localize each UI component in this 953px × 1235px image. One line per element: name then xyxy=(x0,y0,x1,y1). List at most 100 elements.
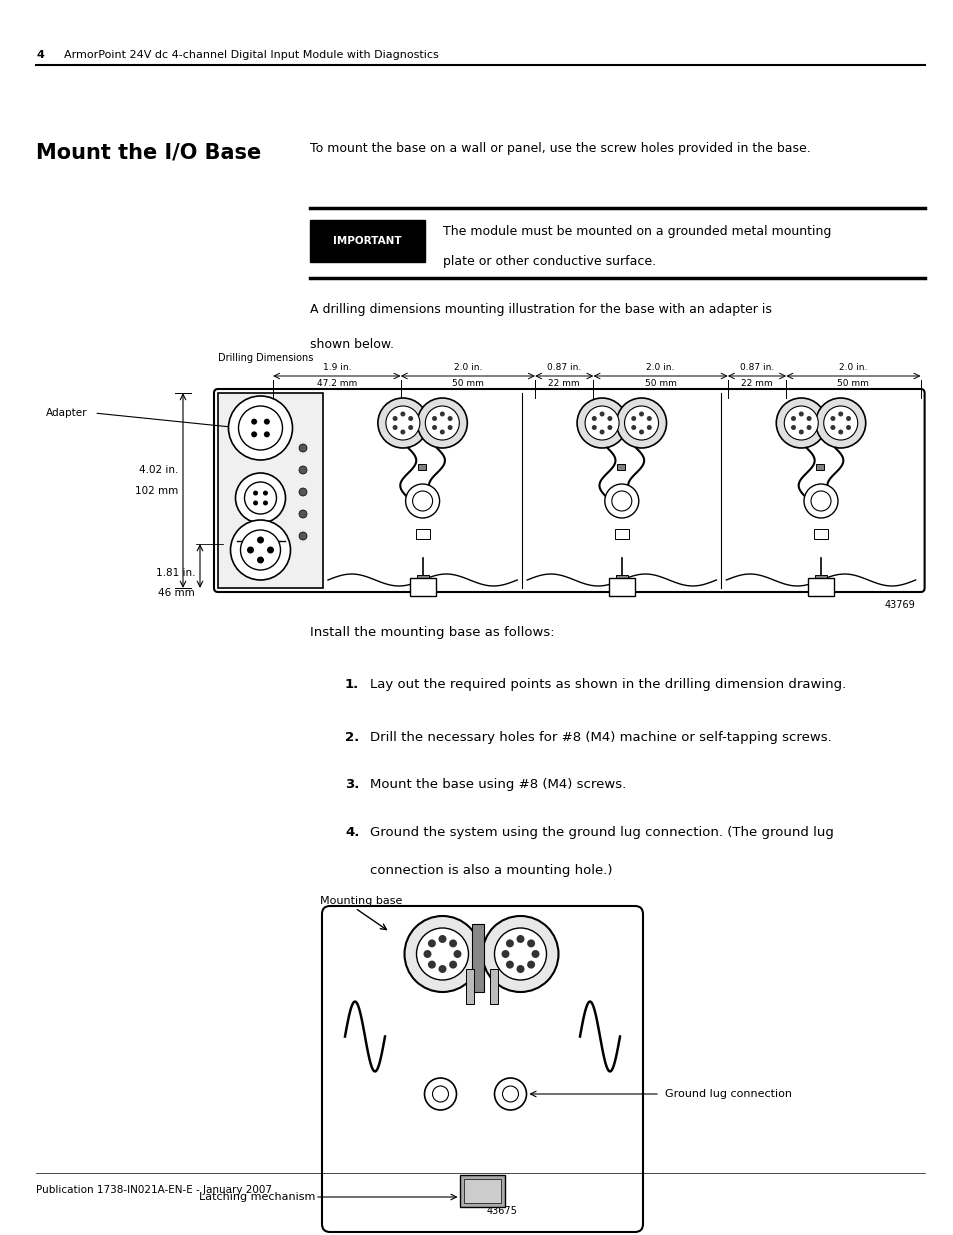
Text: 102 mm: 102 mm xyxy=(134,485,178,495)
Circle shape xyxy=(240,530,280,571)
Circle shape xyxy=(598,430,604,435)
Circle shape xyxy=(400,411,405,416)
Text: Adapter: Adapter xyxy=(46,408,88,417)
Circle shape xyxy=(393,425,397,430)
Circle shape xyxy=(408,416,413,421)
Circle shape xyxy=(798,411,803,416)
Circle shape xyxy=(845,425,850,430)
Text: 50 mm: 50 mm xyxy=(452,379,483,388)
Circle shape xyxy=(790,416,795,421)
Bar xyxy=(471,924,483,992)
Circle shape xyxy=(449,961,456,968)
Text: 1.9 in.: 1.9 in. xyxy=(322,363,351,372)
Text: Ground lug connection: Ground lug connection xyxy=(664,1089,791,1099)
Circle shape xyxy=(247,547,253,553)
Circle shape xyxy=(838,430,842,435)
Circle shape xyxy=(591,425,597,430)
Circle shape xyxy=(428,961,436,968)
Circle shape xyxy=(631,425,636,430)
Text: 50 mm: 50 mm xyxy=(644,379,676,388)
Text: 47.2 mm: 47.2 mm xyxy=(316,379,356,388)
Circle shape xyxy=(432,416,436,421)
Circle shape xyxy=(790,425,795,430)
Circle shape xyxy=(298,510,307,517)
Circle shape xyxy=(393,416,397,421)
Circle shape xyxy=(264,419,270,425)
Circle shape xyxy=(251,431,257,437)
Circle shape xyxy=(428,940,436,947)
Circle shape xyxy=(505,961,514,968)
Circle shape xyxy=(425,406,458,440)
Circle shape xyxy=(516,965,524,973)
Text: 50 mm: 50 mm xyxy=(837,379,868,388)
Text: Ground the system using the ground lug connection. (The ground lug: Ground the system using the ground lug c… xyxy=(370,826,833,839)
Circle shape xyxy=(256,536,264,543)
Circle shape xyxy=(815,398,864,448)
Text: 4.02 in.: 4.02 in. xyxy=(138,466,178,475)
Bar xyxy=(615,576,627,583)
Circle shape xyxy=(584,406,618,440)
Circle shape xyxy=(845,416,850,421)
Bar xyxy=(409,578,436,597)
Text: 0.87 in.: 0.87 in. xyxy=(740,363,773,372)
Text: 22 mm: 22 mm xyxy=(548,379,579,388)
Circle shape xyxy=(405,484,439,517)
Circle shape xyxy=(631,416,636,421)
Circle shape xyxy=(531,950,539,958)
Circle shape xyxy=(438,965,446,973)
Bar xyxy=(310,220,425,262)
Circle shape xyxy=(263,500,268,505)
Circle shape xyxy=(251,419,257,425)
Circle shape xyxy=(416,398,467,448)
Text: 0.87 in.: 0.87 in. xyxy=(546,363,580,372)
Circle shape xyxy=(604,484,639,517)
Circle shape xyxy=(783,406,818,440)
Text: Mounting base: Mounting base xyxy=(319,897,402,906)
Circle shape xyxy=(527,940,535,947)
Circle shape xyxy=(229,396,293,459)
Circle shape xyxy=(494,1078,526,1110)
Text: connection is also a mounting hole.): connection is also a mounting hole.) xyxy=(370,864,612,877)
Circle shape xyxy=(267,547,274,553)
Circle shape xyxy=(776,398,825,448)
Circle shape xyxy=(432,1086,448,1102)
Circle shape xyxy=(447,416,452,421)
Circle shape xyxy=(639,411,643,416)
Circle shape xyxy=(805,416,811,421)
Text: Mount the base using #8 (M4) screws.: Mount the base using #8 (M4) screws. xyxy=(370,778,625,790)
Circle shape xyxy=(505,940,514,947)
Text: Latching mechanism: Latching mechanism xyxy=(198,1192,314,1202)
Circle shape xyxy=(616,398,666,448)
Circle shape xyxy=(424,1078,456,1110)
Text: To mount the base on a wall or panel, use the screw holes provided in the base.: To mount the base on a wall or panel, us… xyxy=(310,142,810,156)
Circle shape xyxy=(494,927,546,981)
Circle shape xyxy=(482,916,558,992)
Text: A drilling dimensions mounting illustration for the base with an adapter is: A drilling dimensions mounting illustrat… xyxy=(310,303,771,316)
Text: 4: 4 xyxy=(36,49,44,61)
Circle shape xyxy=(829,425,835,430)
Text: 1.: 1. xyxy=(345,678,359,692)
Circle shape xyxy=(438,935,446,944)
Circle shape xyxy=(267,531,287,551)
Text: 1.81 in.: 1.81 in. xyxy=(155,568,194,578)
Bar xyxy=(464,1179,500,1203)
Circle shape xyxy=(400,430,405,435)
Text: plate or other conductive surface.: plate or other conductive surface. xyxy=(442,254,656,268)
Bar xyxy=(614,529,628,538)
Text: 2.0 in.: 2.0 in. xyxy=(454,363,481,372)
Text: 43675: 43675 xyxy=(487,1207,517,1216)
Circle shape xyxy=(516,935,524,944)
Text: shown below.: shown below. xyxy=(310,338,394,351)
Text: 46 mm: 46 mm xyxy=(158,588,194,598)
Circle shape xyxy=(298,488,307,496)
Circle shape xyxy=(805,425,811,430)
Circle shape xyxy=(404,916,480,992)
Circle shape xyxy=(577,398,626,448)
Circle shape xyxy=(838,411,842,416)
Circle shape xyxy=(385,406,419,440)
Text: Drilling Dimensions: Drilling Dimensions xyxy=(218,353,313,363)
Circle shape xyxy=(231,520,291,580)
Circle shape xyxy=(298,466,307,474)
Circle shape xyxy=(453,950,461,958)
Circle shape xyxy=(235,473,285,522)
